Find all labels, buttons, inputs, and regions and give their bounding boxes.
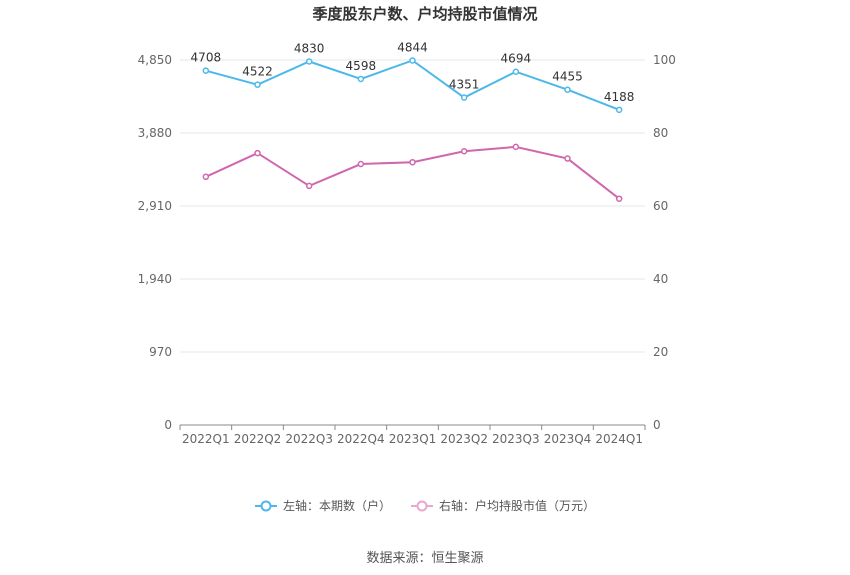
data-point: [615, 195, 623, 202]
series-line-market-value: [205, 145, 620, 200]
right-tick-label: 40: [653, 272, 668, 286]
chart-legend: 左轴：本期数（户） 右轴：户均持股市值（万元）: [0, 497, 850, 514]
legend-item-households[interactable]: 左轴：本期数（户）: [254, 497, 391, 514]
left-tick-label: 970: [149, 345, 172, 359]
data-source: 数据来源：恒生聚源: [366, 551, 484, 566]
right-tick-label: 60: [653, 199, 668, 213]
data-point: [357, 160, 365, 168]
data-point: [564, 155, 571, 162]
right-tick-label: 80: [653, 126, 668, 140]
legend-label-households: 左轴：本期数（户）: [282, 499, 391, 513]
data-point: [357, 75, 365, 83]
left-tick-label: 4,850: [138, 53, 172, 67]
data-label: 4598: [346, 59, 377, 73]
x-tick-label: 2022Q4: [337, 432, 385, 446]
legend-item-market-value[interactable]: 右轴：户均持股市值（万元）: [411, 497, 595, 514]
legend-line-circle-icon: [254, 500, 277, 511]
x-tick-label: 2022Q1: [182, 432, 230, 446]
x-tick-label: 2023Q1: [389, 432, 437, 446]
data-label: 4844: [397, 40, 428, 54]
left-tick-label: 0: [164, 418, 172, 432]
chart-title: 季度股东户数、户均持股市值情况: [312, 5, 538, 23]
data-point: [409, 57, 416, 64]
data-point: [512, 68, 520, 75]
data-point: [254, 149, 261, 157]
x-tick-label: 2024Q1: [595, 432, 643, 446]
left-tick-label: 2,910: [138, 199, 172, 213]
right-tick-label: 100: [653, 53, 676, 67]
data-label: 4694: [501, 52, 532, 66]
data-point: [409, 158, 416, 166]
data-point: [254, 81, 261, 88]
data-point: [202, 173, 210, 181]
data-point: [512, 143, 520, 151]
data-label: 4455: [552, 70, 583, 84]
left-tick-label: 3,880: [138, 126, 172, 140]
data-label: 4188: [604, 90, 635, 104]
data-point: [305, 58, 313, 65]
data-label: 4351: [449, 78, 480, 92]
data-point: [460, 148, 468, 155]
data-point: [460, 94, 468, 101]
x-tick-label: 2022Q3: [285, 432, 333, 446]
right-tick-label: 0: [653, 418, 661, 432]
x-tick-label: 2023Q2: [440, 432, 488, 446]
legend-label-market-value: 右轴：户均持股市值（万元）: [439, 499, 596, 513]
data-point: [615, 106, 623, 114]
left-tick-label: 1,940: [138, 272, 172, 286]
right-tick-label: 20: [653, 345, 668, 359]
data-point: [305, 182, 313, 190]
data-point: [202, 67, 210, 74]
x-tick-label: 2023Q3: [492, 432, 540, 446]
data-point: [564, 86, 571, 93]
legend-line-circle-icon: [411, 500, 433, 511]
data-label: 4522: [242, 65, 273, 79]
data-label: 4830: [294, 42, 325, 56]
x-tick-label: 2022Q2: [234, 432, 282, 446]
x-tick-label: 2023Q4: [544, 432, 592, 446]
data-label: 4708: [191, 51, 222, 65]
